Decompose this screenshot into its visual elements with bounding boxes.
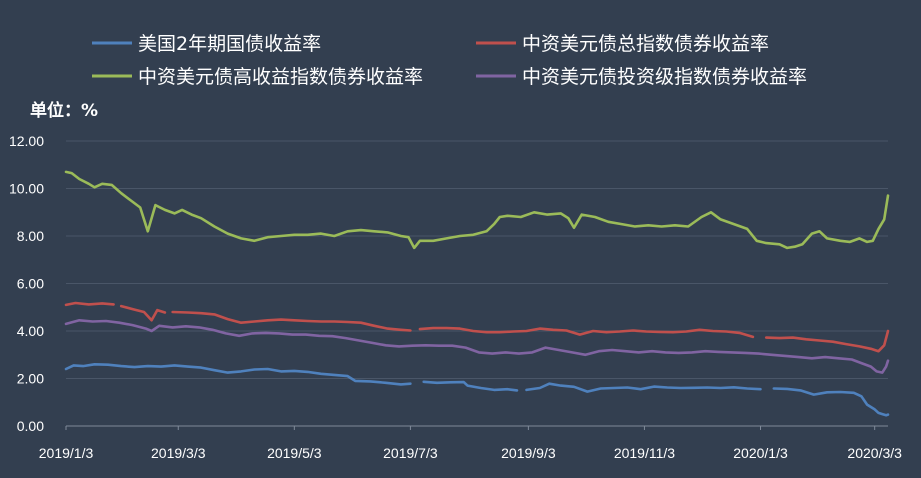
y-tick-label-1: 2.00: [17, 371, 44, 387]
y-tick-label-0: 0.00: [17, 418, 44, 434]
x-tick-label-5: 2019/11/3: [614, 445, 675, 461]
y-tick-label-5: 10.00: [9, 181, 44, 197]
grid-lines: [66, 140, 888, 379]
series-line-3: [64, 319, 890, 374]
x-tick-label-0: 2019/1/3: [39, 445, 94, 461]
series-line-2: [64, 170, 890, 250]
y-axis-ticks: 0.00 2.00 4.00 6.00 8.00 10.00 12.00: [9, 133, 44, 434]
series-line-0: [64, 363, 890, 417]
x-tick-label-4: 2019/9/3: [501, 445, 556, 461]
y-tick-label-3: 6.00: [17, 276, 44, 292]
legend-label-high-yield: 中资美元债高收益指数债券收益率: [138, 66, 423, 88]
series-lines: [64, 170, 890, 417]
x-tick-label-1: 2019/3/3: [151, 445, 206, 461]
legend-item-us-2y: 美国2年期国债收益率: [92, 33, 321, 55]
x-tick-label-7: 2020/3/3: [847, 445, 902, 461]
y-tick-label-6: 12.00: [9, 133, 44, 149]
legend-item-investment-grade: 中资美元债投资级指数债券收益率: [476, 66, 807, 88]
y-tick-label-2: 4.00: [17, 323, 44, 339]
y-tick-label-4: 8.00: [17, 228, 44, 244]
x-tick-label-6: 2020/1/3: [733, 445, 788, 461]
legend-label-total-index: 中资美元债总指数债券收益率: [522, 33, 769, 55]
x-tick-label-3: 2019/7/3: [383, 445, 438, 461]
legend-label-investment-grade: 中资美元债投资级指数债券收益率: [522, 66, 807, 88]
unit-label: 单位：%: [30, 100, 98, 121]
legend: 美国2年期国债收益率 中资美元债总指数债券收益率 中资美元债高收益指数债券收益率…: [92, 33, 807, 88]
legend-item-total-index: 中资美元债总指数债券收益率: [476, 33, 769, 55]
x-axis-ticks: 2019/1/3 2019/3/3 2019/5/3 2019/7/3 2019/9/3…: [39, 426, 902, 461]
series-line-1: [64, 301, 890, 353]
x-tick-label-2: 2019/5/3: [267, 445, 322, 461]
legend-label-us-2y: 美国2年期国债收益率: [138, 33, 321, 55]
legend-item-high-yield: 中资美元债高收益指数债券收益率: [92, 66, 423, 88]
